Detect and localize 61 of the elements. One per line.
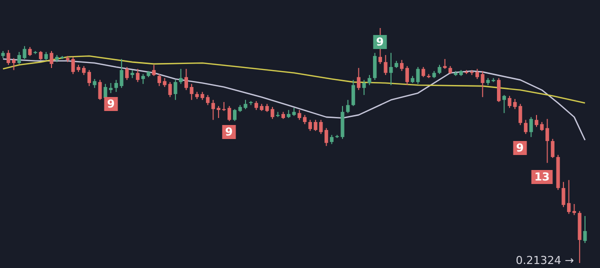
candlestick xyxy=(141,74,145,84)
candlestick xyxy=(502,94,506,114)
candlestick xyxy=(518,103,522,126)
candlestick xyxy=(330,134,334,145)
candlestick xyxy=(17,51,21,64)
candlestick xyxy=(211,99,215,120)
candlestick xyxy=(400,59,404,72)
candlestick xyxy=(422,66,426,78)
candlestick xyxy=(562,181,566,208)
candlestick xyxy=(302,114,307,125)
candlestick xyxy=(12,58,16,71)
candlestick xyxy=(384,54,388,76)
annotation: 9 xyxy=(376,35,384,48)
candlestick xyxy=(168,82,172,98)
candlestick xyxy=(108,82,113,94)
annotation: 13 xyxy=(534,170,550,184)
annotation: 9 xyxy=(225,125,233,138)
candlestick xyxy=(22,46,26,60)
candlestick xyxy=(545,118,550,164)
candlestick xyxy=(174,79,178,100)
candlestick xyxy=(529,116,533,138)
candlestick xyxy=(120,58,124,88)
candlestick xyxy=(480,70,484,98)
candlestick xyxy=(496,78,501,103)
candlestick xyxy=(50,50,54,68)
candlestick xyxy=(6,50,10,66)
candlestick xyxy=(228,106,232,122)
candlestick xyxy=(87,70,92,87)
candlestick xyxy=(373,52,377,80)
annotation: 0.21324 → xyxy=(516,254,574,267)
candlestick xyxy=(368,74,372,86)
candlestick xyxy=(232,108,237,122)
candlestick xyxy=(405,66,409,86)
candlestick xyxy=(550,138,554,158)
candlestick xyxy=(438,64,442,75)
candlestick xyxy=(567,180,571,214)
candlestick xyxy=(356,67,360,91)
candlestick xyxy=(324,128,328,146)
candlestick xyxy=(524,119,528,134)
candlestick xyxy=(179,68,183,84)
candlestick xyxy=(583,216,587,244)
candlestick xyxy=(362,79,366,96)
candlestick xyxy=(114,79,118,92)
candlestick xyxy=(308,119,312,132)
candlestick xyxy=(572,204,576,216)
candlestick xyxy=(152,64,156,76)
candlestick xyxy=(389,52,393,86)
annotation: 9 xyxy=(107,97,115,110)
candlestick xyxy=(351,79,356,107)
candlestick xyxy=(443,58,447,70)
candlestick xyxy=(475,68,480,80)
candlestick xyxy=(190,83,194,100)
candlestick xyxy=(98,79,102,100)
candlestick xyxy=(346,99,350,114)
candlestick xyxy=(184,68,188,91)
annotation: 9 xyxy=(516,141,524,154)
candlestick xyxy=(206,94,210,106)
candlestick xyxy=(157,74,162,87)
candlestick xyxy=(125,66,129,80)
candlestick xyxy=(298,110,302,120)
candlestick xyxy=(136,68,140,83)
